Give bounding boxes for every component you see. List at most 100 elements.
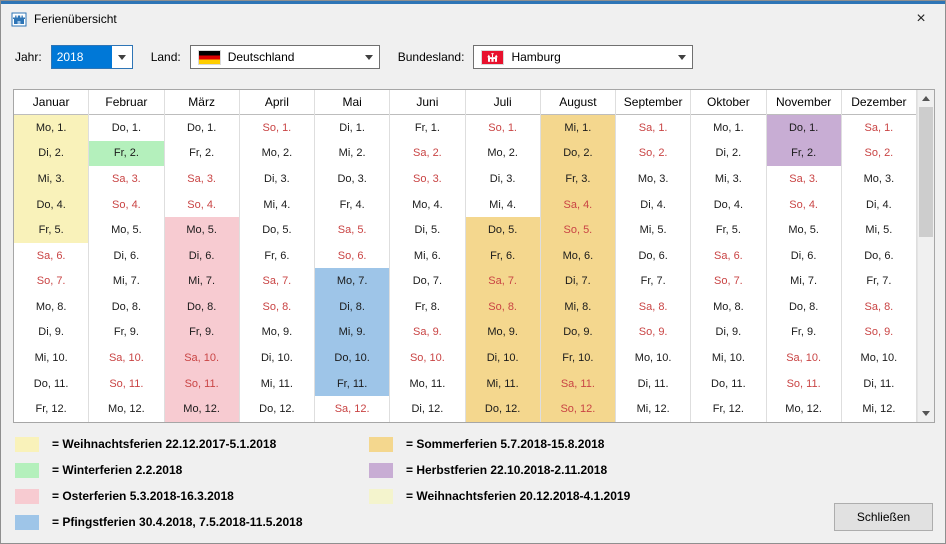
day-cell: Do, 5. xyxy=(262,224,292,237)
day-cell: Do, 11. xyxy=(33,377,69,390)
day-cell: Fr, 2. xyxy=(89,140,164,167)
day-cell: Sa, 11. xyxy=(540,370,615,397)
legend-item: = Osterferien 5.3.2018-16.3.2018 xyxy=(15,483,303,509)
day-cell: Mo, 12. xyxy=(164,396,239,422)
month-header: Mai xyxy=(315,90,390,115)
filter-controls: Jahr: 2018 Land: Deutschland Bundesland: xyxy=(15,44,694,70)
day-cell: Di, 6. xyxy=(113,249,140,262)
close-icon[interactable]: × xyxy=(916,10,926,27)
country-select[interactable]: Deutschland xyxy=(189,45,380,69)
day-cell: Fr, 3. xyxy=(540,166,615,192)
scroll-up-button[interactable] xyxy=(918,90,934,107)
day-cell: Di, 8. xyxy=(315,294,390,320)
legend-color-swatch xyxy=(15,436,39,452)
day-cell: So, 4. xyxy=(187,198,216,211)
day-cell: Di, 3. xyxy=(264,172,290,185)
month-header: Dezember xyxy=(841,90,916,115)
calendar-grid: Januar Mo, 1. Di, 2. Mi, 3. Do, 4. Fr, 5. Sa, … xyxy=(14,90,917,422)
vertical-scrollbar[interactable] xyxy=(917,90,934,422)
country-value: Deutschland xyxy=(227,50,295,64)
day-cell: Mo, 3. xyxy=(863,172,895,185)
legend-item: = Weihnachtsferien 22.12.2017-5.1.2018 xyxy=(15,431,303,457)
day-cell: Mi, 4. xyxy=(263,198,291,211)
day-cell: Di, 9. xyxy=(38,326,64,339)
month-column: Juli So, 1. Mo, 2. Di, 3. Mi, 4. Do, 5. Fr, 6.… xyxy=(465,90,541,422)
scroll-up-icon xyxy=(922,96,930,101)
month-column: September Sa, 1. So, 2. Mo, 3. Di, 4. Mi, 5. D… xyxy=(616,90,692,422)
day-cell: Mi, 11. xyxy=(260,377,293,390)
day-cell: Fr, 10. xyxy=(540,345,615,371)
day-cell: Mo, 9. xyxy=(465,319,540,346)
day-cell: Sa, 10. xyxy=(108,351,144,364)
state-value: Hamburg xyxy=(511,50,561,64)
day-cell: Do, 8. xyxy=(111,300,142,313)
day-cell: So, 9. xyxy=(864,326,894,339)
day-cell: Sa, 10. xyxy=(164,345,239,371)
day-cell: Do, 1. xyxy=(186,121,217,134)
legend-column-left: = Weihnachtsferien 22.12.2017-5.1.2018 = … xyxy=(15,431,303,535)
month-header: September xyxy=(616,90,691,115)
day-cell: Do, 10. xyxy=(315,345,390,371)
day-cell: Fr, 5. xyxy=(715,224,741,237)
day-cell: Di, 5. xyxy=(414,224,441,237)
day-cell: So, 4. xyxy=(789,198,818,211)
day-cell: So, 8. xyxy=(465,294,540,320)
day-cell: Di, 6. xyxy=(164,242,239,269)
day-cell: Mo, 10. xyxy=(860,351,898,364)
day-cell: Mi, 7. xyxy=(790,275,818,288)
day-cell: So, 9. xyxy=(638,326,668,339)
legend-label: = Herbstferien 22.10.2018-2.11.2018 xyxy=(406,463,608,477)
day-cell: Do, 6. xyxy=(638,249,668,262)
month-header: November xyxy=(766,90,841,115)
month-header: März xyxy=(164,90,239,115)
day-cell: Mi, 2. xyxy=(338,147,366,160)
day-cell: Do, 7. xyxy=(412,275,443,288)
day-cell: Do, 4. xyxy=(14,191,89,218)
day-cell: Sa, 9. xyxy=(413,326,442,339)
day-cell: So, 10. xyxy=(409,351,445,364)
chevron-down-icon xyxy=(364,55,373,60)
day-cell: Fr, 5. xyxy=(14,217,89,243)
scroll-down-button[interactable] xyxy=(918,405,934,422)
day-cell: Sa, 3. xyxy=(112,172,141,185)
day-cell: Mi, 9. xyxy=(315,319,390,346)
day-cell: Fr, 11. xyxy=(315,370,390,397)
legend-label: = Pfingstferien 30.4.2018, 7.5.2018-11.5… xyxy=(52,515,303,529)
day-cell: Do, 9. xyxy=(540,319,615,346)
day-cell: Sa, 7. xyxy=(465,268,540,295)
day-cell: Mi, 7. xyxy=(164,268,239,295)
day-cell: Di, 2. xyxy=(14,140,89,167)
country-label: Land: xyxy=(150,50,181,64)
day-cell: Di, 1. xyxy=(339,121,365,134)
day-cell: Sa, 10. xyxy=(786,351,822,364)
state-select[interactable]: Hamburg xyxy=(473,45,694,69)
day-cell: Di, 10. xyxy=(465,345,540,371)
year-select[interactable]: 2018 xyxy=(50,45,133,69)
month-column: Oktober Mo, 1. Di, 2. Mi, 3. Do, 4. Fr, 5. Sa,… xyxy=(691,90,767,422)
month-header: Oktober xyxy=(691,90,766,115)
month-column: Dezember Sa, 1. So, 2. Mo, 3. Di, 4. Mi, 5. Do… xyxy=(841,90,917,422)
day-cell: Sa, 2. xyxy=(413,147,442,160)
day-cell: So, 1. xyxy=(488,121,517,134)
day-cell: Do, 8. xyxy=(164,294,239,320)
day-cell: Do, 4. xyxy=(713,198,744,211)
day-cell: Sa, 1. xyxy=(638,121,668,134)
day-cell: Mo, 1. xyxy=(14,115,89,141)
day-cell: Mi, 8. xyxy=(540,294,615,320)
scrollbar-thumb[interactable] xyxy=(919,107,933,237)
day-cell: So, 2. xyxy=(638,147,668,160)
day-cell: Mo, 5. xyxy=(111,224,142,237)
month-header: Juli xyxy=(465,90,540,115)
month-column: Februar Do, 1. Fr, 2. Sa, 3. So, 4. Mo, 5. Di,… xyxy=(89,90,165,422)
day-cell: Mo, 12. xyxy=(785,403,822,416)
day-cell: Fr, 6. xyxy=(264,249,290,262)
legend-color-swatch xyxy=(369,488,393,504)
month-header: April xyxy=(239,90,314,115)
day-cell: Fr, 8. xyxy=(414,300,440,313)
legend-color-swatch xyxy=(369,462,393,478)
schliessen-button[interactable]: Schließen xyxy=(834,503,933,531)
day-cell: Di, 11. xyxy=(637,377,669,390)
month-header: Januar xyxy=(14,90,89,115)
month-column: August Mi, 1. Do, 2. Fr, 3. Sa, 4. So, 5. Mo, … xyxy=(540,90,616,422)
